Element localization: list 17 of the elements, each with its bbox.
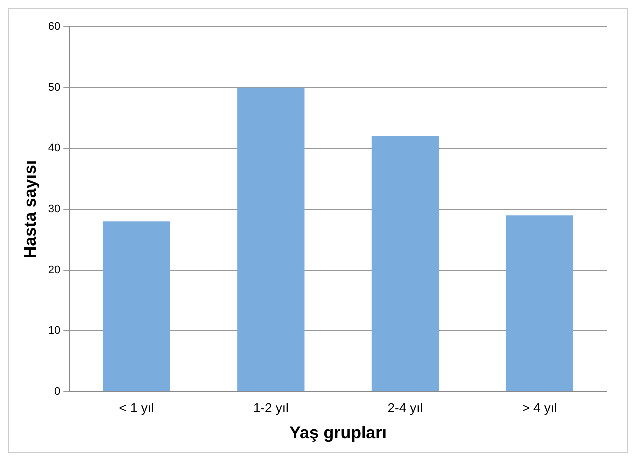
x-tick-label: > 4 yıl bbox=[522, 400, 558, 416]
y-tick-label: 30 bbox=[48, 204, 61, 216]
bar bbox=[506, 216, 574, 392]
y-tick-label: 10 bbox=[48, 325, 61, 338]
y-tick-label: 40 bbox=[48, 142, 61, 155]
x-axis-title: Yaş grupları bbox=[290, 423, 387, 442]
y-tick-label: 0 bbox=[54, 386, 61, 398]
x-tick-label: 1-2 yıl bbox=[253, 400, 289, 416]
y-axis-title: Hasta sayısı bbox=[20, 160, 40, 259]
bar bbox=[103, 222, 170, 392]
y-tick-label: 20 bbox=[48, 264, 61, 276]
x-tick-label: < 1 yıl bbox=[119, 400, 154, 416]
y-tick-label: 50 bbox=[48, 82, 61, 94]
y-tick-label: 60 bbox=[48, 21, 61, 34]
x-tick-label: 2-4 yıl bbox=[388, 400, 424, 416]
bar bbox=[238, 88, 305, 392]
bar bbox=[372, 136, 440, 392]
